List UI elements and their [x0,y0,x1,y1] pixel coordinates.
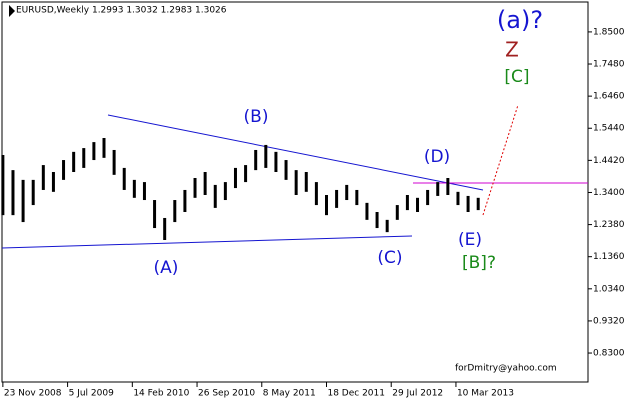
wave-label: (D) [424,147,450,167]
y-tick-label: 1.2380 [593,220,625,230]
wave-label: Z [505,38,519,62]
upper-trendline [107,114,484,191]
y-tick-label: 1.8500 [593,27,625,37]
wave-label: (a)? [497,6,543,34]
y-tick-label: 1.4420 [593,156,625,166]
x-tick-label: 10 Mar 2013 [457,389,514,399]
x-tick-label: 23 Nov 2008 [4,389,62,399]
y-tick-label: 1.1360 [593,252,625,262]
x-tick-label: 18 Dec 2011 [327,389,385,399]
y-tick-label: 1.7480 [593,60,625,70]
wave-label: (C) [377,248,402,268]
x-tick-label: 5 Jul 2009 [69,389,114,399]
footer-text: forDmitry@yahoo.com [455,364,557,374]
wave-label: (E) [458,230,482,250]
wave-label: [B]? [462,253,496,273]
chart-title: EURUSD,Weekly 1.2993 1.3032 1.2983 1.302… [16,6,227,16]
y-tick-label: 1.5440 [593,124,625,134]
title-arrow [9,5,15,17]
x-tick-label: 26 Sep 2010 [198,389,255,399]
y-tick-label: 0.9320 [593,316,625,326]
wave-label: [C] [504,67,529,87]
x-tick-label: 8 May 2011 [263,389,316,399]
x-tick-label: 14 Feb 2010 [133,389,189,399]
y-tick-label: 1.6460 [593,92,625,102]
wave-label: (A) [154,258,179,278]
y-tick-label: 1.3400 [593,188,625,198]
lower-trendline [1,235,413,249]
projection-line [482,104,519,216]
x-tick-label: 29 Jul 2012 [392,389,443,399]
y-tick-label: 1.0340 [593,284,625,294]
wave-label: (B) [244,107,269,127]
y-tick-label: 0.8300 [593,349,625,359]
